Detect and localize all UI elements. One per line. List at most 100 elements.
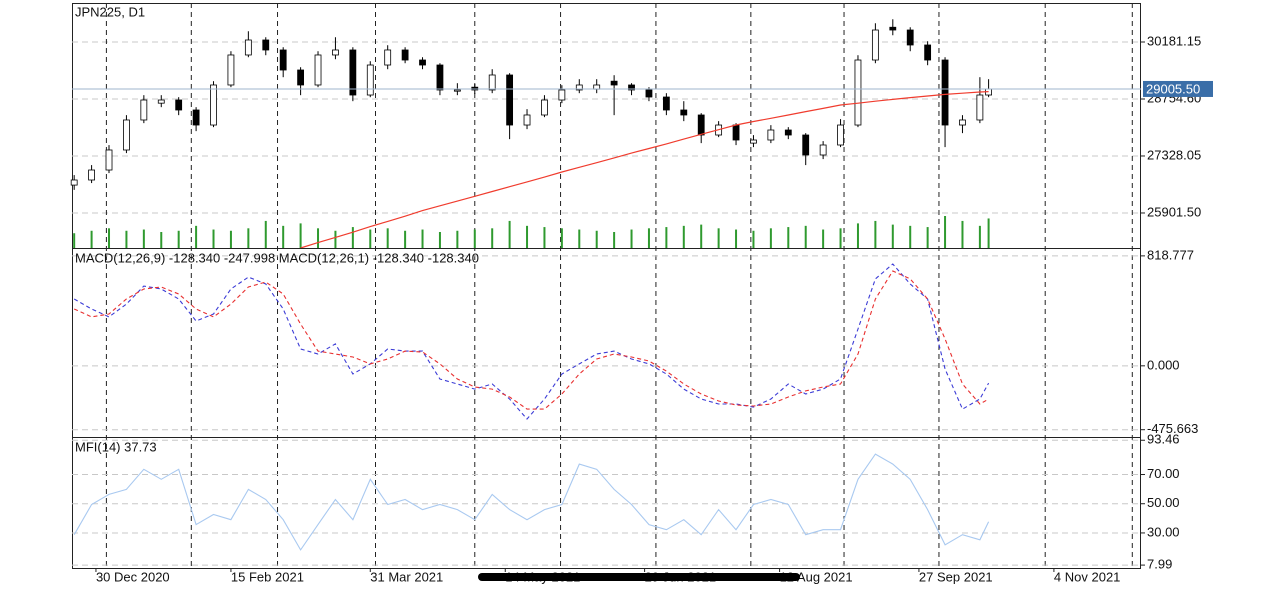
candle-body bbox=[837, 124, 844, 146]
volume-bar bbox=[491, 228, 494, 248]
volume-bar bbox=[386, 228, 389, 248]
candle-body bbox=[297, 69, 305, 86]
candle-body bbox=[610, 80, 618, 86]
candle-body bbox=[227, 54, 235, 86]
candle-body bbox=[506, 74, 514, 126]
candle-body bbox=[575, 84, 583, 91]
pane-title: MACD(12,26,9) -128.340 -247.998 MACD(12,… bbox=[75, 250, 479, 265]
volume-bar bbox=[909, 225, 912, 248]
candle-body bbox=[802, 134, 810, 156]
x-tick-label: 4 Nov 2021 bbox=[1054, 569, 1121, 584]
candle-body bbox=[558, 89, 566, 101]
x-tick-label: 12 Aug 2021 bbox=[780, 569, 853, 584]
overlay-layer: 30181.1528754.6027328.0525901.5029005.50… bbox=[75, 4, 1213, 584]
candle-body bbox=[871, 29, 879, 61]
candle-body bbox=[88, 169, 95, 181]
candle-body bbox=[767, 129, 775, 141]
y-tick-label: 30.00 bbox=[1147, 524, 1180, 539]
candle-body bbox=[906, 29, 914, 46]
volume-bar bbox=[317, 228, 320, 248]
volume-bar bbox=[700, 224, 703, 248]
candle-body bbox=[541, 99, 548, 116]
volume-bar bbox=[560, 228, 563, 248]
candle-body bbox=[523, 114, 531, 126]
candle-body bbox=[262, 39, 270, 51]
candle-body bbox=[419, 59, 426, 66]
candle-body bbox=[105, 149, 113, 171]
candle-body bbox=[889, 26, 897, 31]
volume-bar bbox=[229, 230, 232, 248]
y-tick-label: 50.00 bbox=[1147, 495, 1180, 510]
volume-bar bbox=[987, 218, 990, 248]
volume-bar bbox=[282, 225, 285, 248]
candle-body bbox=[941, 59, 949, 126]
volume-bar bbox=[822, 229, 825, 248]
volume-bar bbox=[595, 230, 598, 248]
volume-bar bbox=[160, 232, 163, 248]
volume-bar bbox=[108, 228, 111, 248]
volume-bar bbox=[944, 216, 947, 248]
y-tick-label: 27328.05 bbox=[1147, 147, 1201, 162]
candle-body bbox=[959, 119, 966, 126]
volume-bar bbox=[578, 229, 581, 248]
y-tick-label: 25901.50 bbox=[1147, 204, 1201, 219]
candle-body bbox=[279, 49, 287, 71]
volume-bar bbox=[752, 230, 755, 248]
candle-body bbox=[488, 74, 496, 91]
volume-bar bbox=[142, 229, 145, 248]
candle-body bbox=[157, 99, 165, 104]
x-tick-label: 30 Dec 2020 bbox=[96, 569, 170, 584]
indicator-line bbox=[73, 263, 990, 420]
candle-body bbox=[436, 64, 444, 91]
volume-bar bbox=[613, 232, 616, 248]
volume-bar bbox=[856, 223, 859, 248]
y-tick-label: 93.46 bbox=[1147, 432, 1180, 447]
volume-bar bbox=[177, 230, 180, 248]
volume-bar bbox=[543, 227, 546, 248]
volume-bar bbox=[473, 229, 476, 248]
x-tick-label: 31 Mar 2021 bbox=[370, 569, 443, 584]
candle-body bbox=[332, 49, 339, 56]
volume-bar bbox=[804, 225, 807, 248]
scroll-indicator bbox=[478, 573, 800, 581]
candle-body bbox=[210, 84, 217, 126]
volume-bar bbox=[369, 229, 372, 248]
y-tick-label: 818.777 bbox=[1147, 247, 1194, 262]
moving-average-line bbox=[300, 91, 989, 249]
candle-body bbox=[70, 179, 78, 186]
candle-body bbox=[732, 124, 740, 141]
y-tick-label: 30181.15 bbox=[1147, 33, 1201, 48]
candle-body bbox=[314, 54, 322, 86]
candle-body bbox=[175, 99, 183, 111]
candle-body bbox=[662, 96, 670, 111]
volume-bar bbox=[630, 229, 633, 248]
volume-bar bbox=[247, 228, 250, 248]
volume-bar bbox=[682, 225, 685, 248]
volume-bar bbox=[421, 229, 424, 248]
candle-body bbox=[697, 114, 705, 136]
volume-bar bbox=[647, 228, 650, 248]
volume-bar bbox=[769, 228, 772, 248]
volume-bar bbox=[125, 230, 128, 248]
candle-body bbox=[192, 109, 200, 126]
volume-bar bbox=[961, 220, 964, 248]
volume-bar bbox=[438, 232, 441, 248]
volume-bar bbox=[73, 233, 76, 248]
candle-body bbox=[140, 99, 148, 121]
volume-bar bbox=[787, 227, 790, 248]
volume-bar bbox=[334, 230, 337, 248]
y-tick-label: 7.99 bbox=[1147, 557, 1172, 572]
volume-bar bbox=[404, 230, 407, 248]
pane-title: MFI(14) 37.73 bbox=[75, 439, 157, 454]
volume-bar bbox=[735, 229, 738, 248]
volume-bar bbox=[891, 224, 894, 248]
candle-body bbox=[384, 49, 392, 66]
volume-bar bbox=[978, 225, 981, 248]
candle-body bbox=[349, 49, 357, 96]
candle-body bbox=[854, 59, 862, 126]
volume-bar bbox=[839, 228, 842, 248]
indicator-line bbox=[73, 270, 989, 410]
y-tick-label: 0.000 bbox=[1147, 357, 1180, 372]
